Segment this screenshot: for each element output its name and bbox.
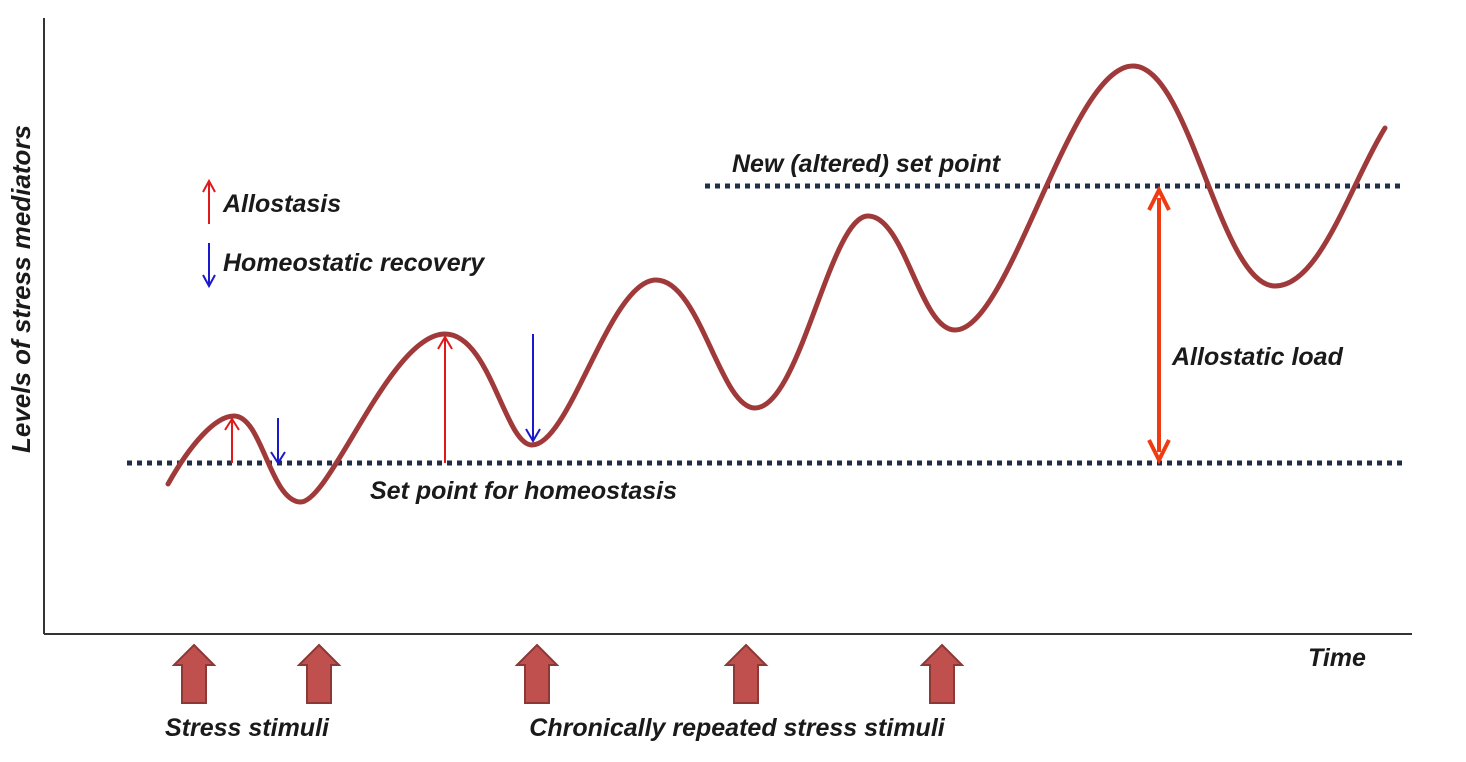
allostatic-load-label: Allostatic load <box>1171 343 1344 371</box>
legend-allostasis-arrow <box>202 178 216 224</box>
recovery-arrow-1 <box>270 418 286 465</box>
x-axis-label: Time <box>1308 644 1366 672</box>
stimulus-arrow-1 <box>171 643 217 704</box>
new-set-point-label: New (altered) set point <box>732 150 1002 178</box>
stress-stimuli-label: Stress stimuli <box>165 714 330 742</box>
y-axis-label: Levels of stress mediators <box>6 125 36 453</box>
allostasis-arrow-2 <box>437 335 453 463</box>
stress-mediator-curve <box>165 63 1388 505</box>
allostatic-load-arrow <box>1147 185 1171 465</box>
stimulus-arrow-3 <box>514 643 560 704</box>
set-point-label: Set point for homeostasis <box>370 477 677 505</box>
legend-allostasis-label: Allostasis <box>222 190 341 218</box>
allostasis-arrow-1 <box>224 417 240 463</box>
recovery-arrow-2 <box>525 334 541 443</box>
chronic-stimuli-label: Chronically repeated stress stimuli <box>529 714 945 742</box>
legend-recovery-label: Homeostatic recovery <box>223 249 485 277</box>
stimulus-arrow-2 <box>296 643 342 704</box>
stimulus-arrow-4 <box>723 643 769 704</box>
legend-recovery-arrow <box>202 243 216 289</box>
stimulus-arrow-5 <box>919 643 965 704</box>
